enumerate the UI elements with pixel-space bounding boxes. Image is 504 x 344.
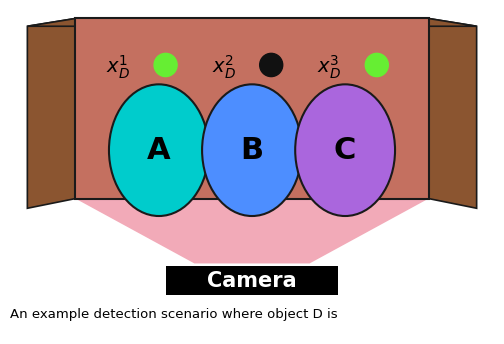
Text: Camera: Camera: [207, 271, 297, 291]
Ellipse shape: [109, 84, 209, 216]
Polygon shape: [27, 19, 76, 208]
Text: B: B: [240, 136, 264, 165]
Circle shape: [365, 53, 388, 77]
Polygon shape: [76, 19, 428, 198]
Text: $x_D^{1}$: $x_D^{1}$: [106, 53, 130, 80]
Text: A: A: [147, 136, 171, 165]
Bar: [166, 266, 338, 295]
Circle shape: [154, 53, 177, 77]
Text: An example detection scenario where object D is: An example detection scenario where obje…: [10, 308, 338, 321]
Text: C: C: [334, 136, 356, 165]
Ellipse shape: [202, 84, 302, 216]
Circle shape: [260, 53, 283, 77]
Text: $x_D^{2}$: $x_D^{2}$: [212, 53, 235, 80]
Text: $x_D^{3}$: $x_D^{3}$: [318, 53, 341, 80]
Polygon shape: [428, 19, 477, 208]
Ellipse shape: [295, 84, 395, 216]
Polygon shape: [27, 19, 477, 26]
Polygon shape: [76, 198, 428, 264]
